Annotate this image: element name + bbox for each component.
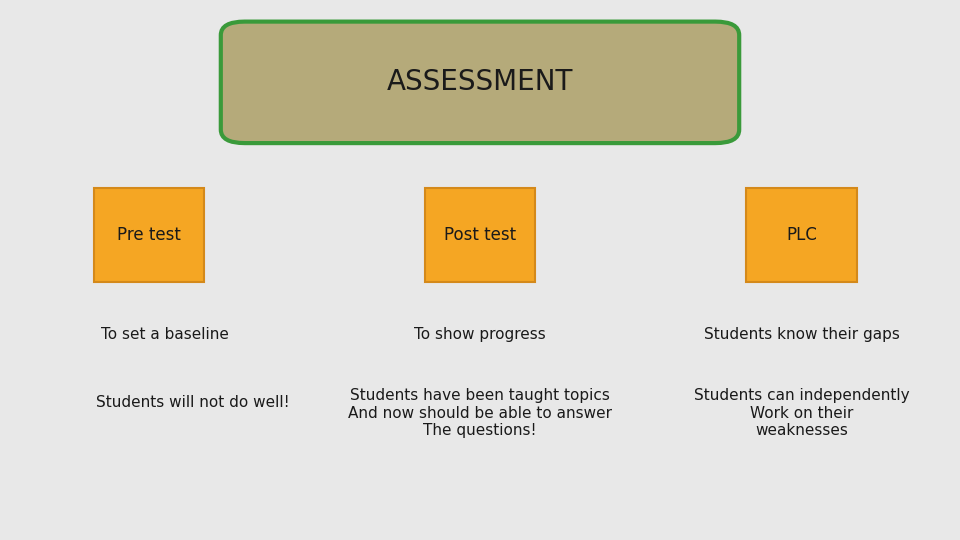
Text: Students can independently
Work on their
weaknesses: Students can independently Work on their…: [694, 388, 909, 438]
Text: Students know their gaps: Students know their gaps: [704, 327, 900, 342]
Text: Pre test: Pre test: [117, 226, 180, 244]
Text: Post test: Post test: [444, 226, 516, 244]
FancyBboxPatch shape: [94, 188, 204, 282]
FancyBboxPatch shape: [424, 188, 536, 282]
Text: To show progress: To show progress: [414, 327, 546, 342]
Text: Students will not do well!: Students will not do well!: [96, 395, 290, 410]
Text: ASSESSMENT: ASSESSMENT: [387, 69, 573, 96]
Text: To set a baseline: To set a baseline: [101, 327, 228, 342]
Text: Students have been taught topics
And now should be able to answer
The questions!: Students have been taught topics And now…: [348, 388, 612, 438]
FancyBboxPatch shape: [747, 188, 856, 282]
FancyBboxPatch shape: [221, 22, 739, 143]
Text: PLC: PLC: [786, 226, 817, 244]
